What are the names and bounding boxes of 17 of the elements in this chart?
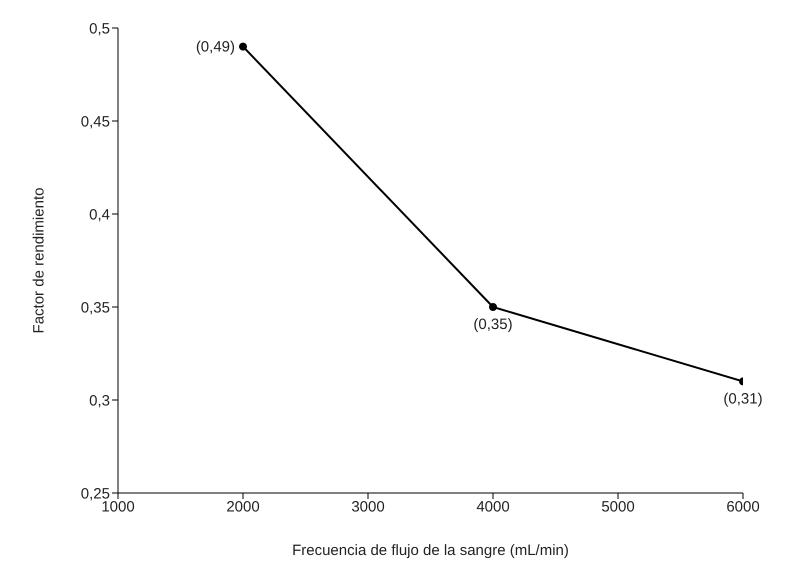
data-label: (0,49) [196,38,235,56]
x-tick-label: 3000 [351,498,385,516]
x-tick-label: 2000 [226,498,260,516]
data-label: (0,35) [473,316,513,333]
y-tick-label: 0,4 [89,206,110,224]
x-tick-label: 5000 [601,498,635,516]
x-tick-label: 6000 [726,498,760,516]
y-axis-title: Factor de rendimiento [30,188,48,334]
point [239,42,247,51]
point [489,303,497,311]
y-tick-label: 0,35 [80,299,110,316]
y-tick-label: 0,5 [89,20,110,38]
y-tick-label: 0,45 [80,113,110,130]
x-tick-label: 4000 [476,498,510,516]
y-tick-label: 0,3 [89,392,110,410]
x-axis-title: Frecuencia de flujo de la sangre (mL/min) [292,542,569,559]
data-label: (0,31) [723,390,763,408]
